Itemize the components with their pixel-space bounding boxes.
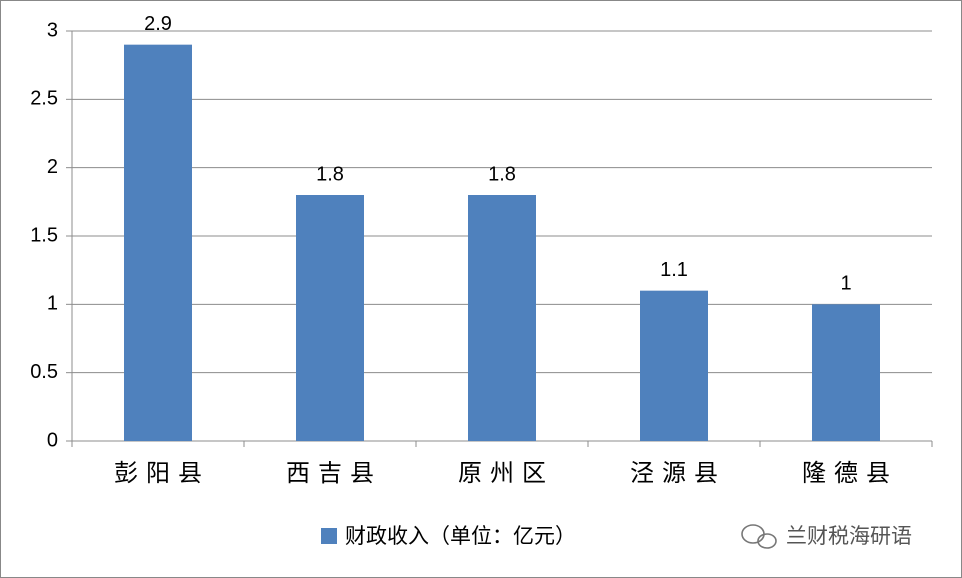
x-tick-label: 原州区 (458, 459, 554, 487)
bar (468, 195, 536, 441)
y-tick-label: 1.5 (30, 224, 58, 246)
data-label: 1.8 (488, 163, 516, 185)
legend-label: 财政收入（单位：亿元） (345, 524, 576, 548)
y-tick-label: 2.5 (30, 88, 58, 110)
y-tick-label: 1 (47, 293, 58, 315)
bar (124, 44, 192, 442)
bar (640, 290, 708, 441)
y-tick-label: 3 (47, 19, 58, 41)
data-label: 2.9 (144, 13, 172, 35)
data-label: 1.8 (316, 163, 344, 185)
bar (296, 195, 364, 441)
data-label: 1 (840, 273, 851, 295)
y-tick-label: 2 (47, 156, 58, 178)
x-tick-label: 彭阳县 (114, 459, 210, 487)
legend-swatch (321, 528, 337, 544)
y-tick-label: 0 (47, 429, 58, 451)
watermark-icon (741, 524, 777, 549)
x-tick-label: 隆德县 (802, 459, 898, 487)
watermark: 兰财税海研语 (786, 524, 912, 548)
x-tick-label: 西吉县 (286, 459, 382, 487)
bar (812, 304, 880, 441)
y-tick-label: 0.5 (30, 361, 58, 383)
data-label: 1.1 (660, 259, 688, 281)
x-tick-label: 泾源县 (630, 459, 726, 487)
